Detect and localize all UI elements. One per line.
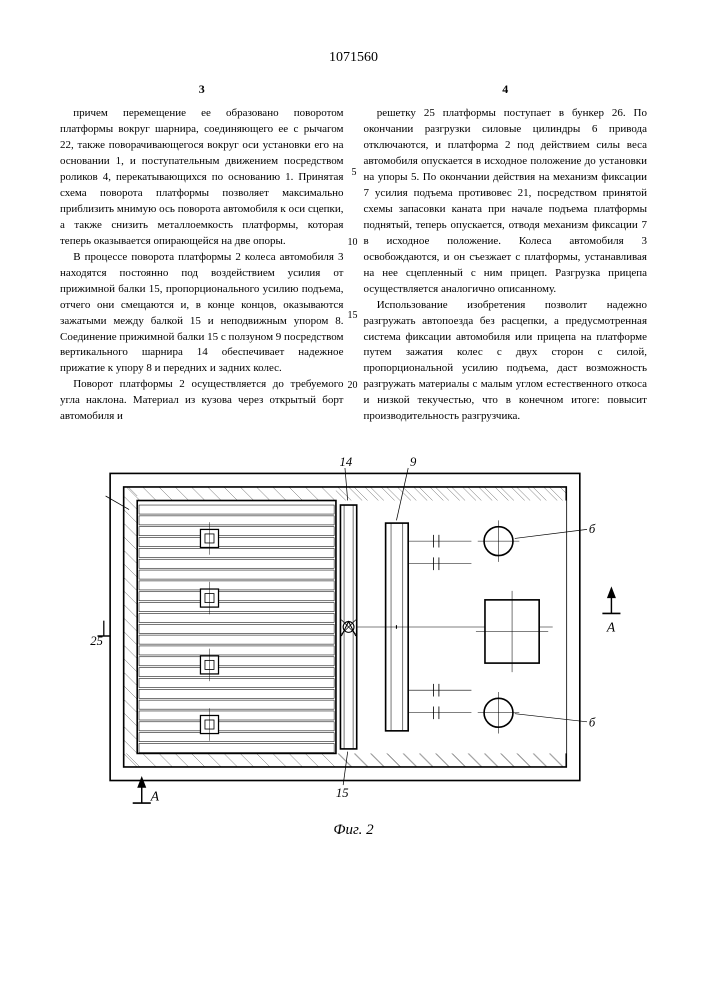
line-marker-15: 15 bbox=[348, 309, 358, 324]
left-col-number: 3 bbox=[60, 81, 344, 98]
left-p3: Поворот платформы 2 осуществляется до тр… bbox=[60, 377, 344, 425]
document-number: 1071560 bbox=[60, 50, 647, 66]
label-b-bot: б bbox=[588, 715, 595, 729]
right-p1: решетку 25 платформы поступает в бункер … bbox=[364, 106, 648, 297]
label-b-top: б bbox=[588, 522, 595, 536]
label-9: 9 bbox=[410, 455, 417, 469]
figure-caption: Фиг. 2 bbox=[60, 822, 647, 839]
text-columns: 3 причем перемещение ее образовано повор… bbox=[60, 81, 647, 425]
line-marker-20: 20 bbox=[348, 379, 358, 394]
line-marker-5: 5 bbox=[352, 166, 357, 181]
label-A-top: А bbox=[605, 620, 615, 635]
figure-2: 25 14 9 15 б б А А bbox=[60, 455, 647, 817]
right-col-number: 4 bbox=[364, 81, 648, 98]
left-p1: причем перемещение ее образовано поворот… bbox=[60, 106, 344, 249]
label-14: 14 bbox=[339, 455, 352, 469]
left-column: 3 причем перемещение ее образовано повор… bbox=[60, 81, 344, 425]
label-A-bot: А bbox=[149, 789, 159, 804]
left-p2: В процессе поворота платформы 2 колеса а… bbox=[60, 250, 344, 378]
label-15: 15 bbox=[335, 786, 348, 800]
line-marker-10: 10 bbox=[348, 236, 358, 251]
right-column: 4 решетку 25 платформы поступает в бунке… bbox=[364, 81, 648, 425]
label-25: 25 bbox=[90, 634, 103, 648]
right-p2: Использование изобретения позволит надеж… bbox=[364, 298, 648, 426]
arrow-A-top: А bbox=[602, 586, 620, 634]
